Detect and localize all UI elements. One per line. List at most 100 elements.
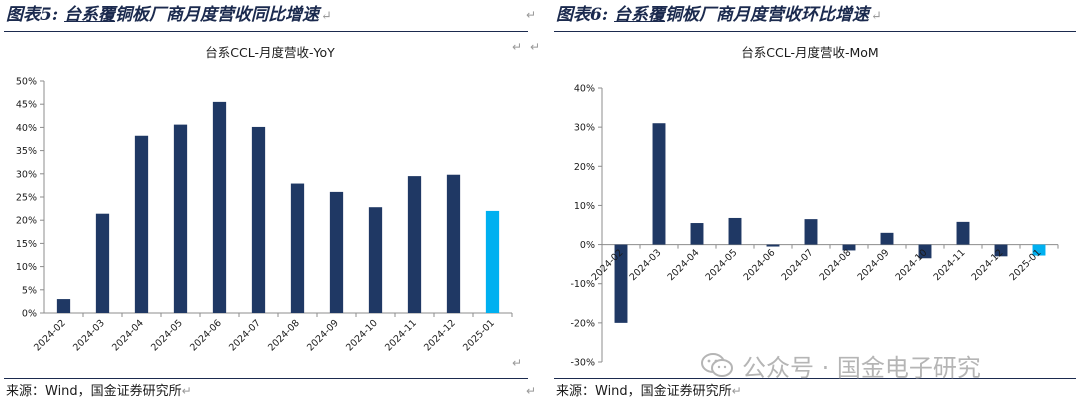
wechat-icon (701, 353, 733, 377)
bar (1032, 244, 1046, 256)
y-tick-label: 10% (16, 262, 37, 273)
x-tick-label: 2024-06 (188, 318, 224, 354)
y-tick-label: 20% (574, 162, 595, 173)
x-tick-label: 2024-07 (227, 318, 263, 354)
y-tick-label: 40% (574, 84, 595, 95)
title-rule (4, 31, 528, 32)
bar (766, 244, 780, 247)
title-rule (554, 31, 1076, 32)
source-text: 来源：Wind，国金证券研究所 (556, 384, 732, 399)
chart-title: 台系CCL-月度营收-YoY (205, 45, 335, 60)
x-tick-label: 2024-08 (266, 318, 302, 354)
y-tick-label: 0% (22, 309, 37, 320)
y-tick-label: 35% (16, 146, 37, 157)
y-tick-label: 5% (22, 285, 37, 296)
x-tick-label: 2025-01 (461, 318, 497, 354)
bar (212, 101, 227, 313)
source-rule (554, 378, 1076, 379)
x-tick-label: 2024-04 (110, 318, 146, 354)
paragraph-mark-icon: ↵ (526, 384, 537, 398)
x-tick-label: 2024-09 (856, 247, 892, 283)
x-tick-label: 2024-08 (818, 247, 854, 283)
bar (918, 244, 932, 259)
x-tick-label: 2024-12 (422, 318, 458, 354)
bar (134, 135, 149, 313)
bar (290, 183, 305, 313)
y-tick-label: 15% (16, 239, 37, 250)
paragraph-mark-icon: ↵ (530, 40, 541, 54)
y-tick-label: 30% (574, 123, 595, 134)
x-tick-label: 2024-12 (970, 247, 1006, 283)
y-tick-label: 45% (16, 100, 37, 111)
figure-label: 图表6: (556, 5, 609, 25)
source-rule (4, 378, 528, 379)
bar (329, 191, 344, 313)
bar (251, 126, 266, 313)
y-tick-label: 30% (16, 169, 37, 180)
figure-title-text: 铜板厂商月度营收同比增速 (115, 5, 320, 25)
bar (842, 244, 856, 251)
watermark-text: 公众号 · 国金电子研究 (742, 353, 981, 382)
figure-title: 图表5: 台系覆铜板厂商月度营收同比增速 ↵ (6, 2, 332, 28)
x-tick-label: 2024-11 (383, 318, 419, 354)
paragraph-mark-icon: ↵ (731, 384, 742, 398)
y-tick-label: -20% (570, 318, 595, 329)
figure-label: 图表5: (6, 5, 59, 25)
bar (728, 217, 742, 245)
y-tick-label: 25% (16, 193, 37, 204)
figure-title: 图表6: 台系覆铜板厂商月度营收环比增速 ↵ (556, 2, 882, 28)
figure-title-text: 铜板厂商月度营收环比增速 (665, 5, 870, 25)
figure-title-underlined: 台系覆 (64, 5, 116, 25)
bar (652, 123, 666, 245)
bar (690, 223, 704, 245)
x-tick-label: 2024-10 (344, 318, 380, 354)
paragraph-mark-icon: ↵ (871, 9, 882, 24)
bar (56, 299, 71, 313)
watermark: 公众号 · 国金电子研究 (700, 346, 981, 384)
x-tick-label: 2024-03 (628, 247, 664, 283)
bar (95, 213, 110, 313)
y-tick-label: 10% (574, 201, 595, 212)
bar (485, 210, 500, 313)
paragraph-mark-icon: ↵ (512, 40, 523, 54)
figure-panel-mom: ↵ 图表6: 台系覆铜板厂商月度营收环比增速 ↵ ↵ 台系CCL-月度营收-MoM… (526, 0, 1080, 409)
mom-bar-chart: -30%-20%-10%0%10%20%30%40%2024-02 2024-03… (570, 84, 1059, 369)
x-tick-label: 2024-06 (742, 247, 778, 283)
x-tick-label: 2024-03 (71, 318, 107, 354)
chart-title: 台系CCL-月度营收-MoM (741, 45, 879, 60)
bar (994, 244, 1008, 257)
figure-title-underlined: 台系覆 (614, 5, 666, 25)
bar (446, 174, 461, 313)
bar (880, 232, 894, 245)
bar (407, 176, 422, 313)
y-tick-label: 20% (16, 216, 37, 227)
source-note: 来源：Wind，国金证券研究所↵ (556, 381, 742, 402)
x-tick-label: 2024-02 (32, 318, 68, 354)
paragraph-mark-icon: ↵ (512, 356, 523, 370)
paragraph-mark-icon: ↵ (526, 8, 537, 22)
y-tick-label: -10% (570, 279, 595, 290)
yoy-bar-chart: 0%5%10%15%20%25%30%35%40%45%50%2024-02 20… (16, 77, 513, 354)
x-tick-label: 2024-07 (780, 247, 816, 283)
x-tick-label: 2025-01 (1008, 247, 1044, 283)
y-tick-label: 40% (16, 123, 37, 134)
x-tick-label: 2024-04 (666, 247, 702, 283)
paragraph-mark-icon: ↵ (321, 9, 332, 24)
source-note: 来源：Wind，国金证券研究所↵ (6, 381, 192, 402)
x-tick-label: 2024-11 (932, 247, 968, 283)
x-tick-label: 2024-05 (149, 318, 185, 354)
y-tick-label: -30% (570, 358, 595, 369)
bar (368, 207, 383, 313)
bar (956, 221, 970, 245)
y-tick-label: 0% (580, 240, 595, 251)
x-tick-label: 2024-09 (305, 318, 341, 354)
x-tick-label: 2024-05 (704, 247, 740, 283)
figure-panel-yoy: 图表5: 台系覆铜板厂商月度营收同比增速 ↵ ↵ 台系CCL-月度营收-YoY 0… (0, 0, 530, 409)
bar (614, 244, 628, 323)
bar (173, 124, 188, 313)
paragraph-mark-icon: ↵ (181, 384, 192, 398)
x-tick-label: 2024-10 (894, 247, 930, 283)
y-tick-label: 50% (16, 77, 37, 88)
bar (804, 219, 818, 245)
source-text: 来源：Wind，国金证券研究所 (6, 384, 182, 399)
